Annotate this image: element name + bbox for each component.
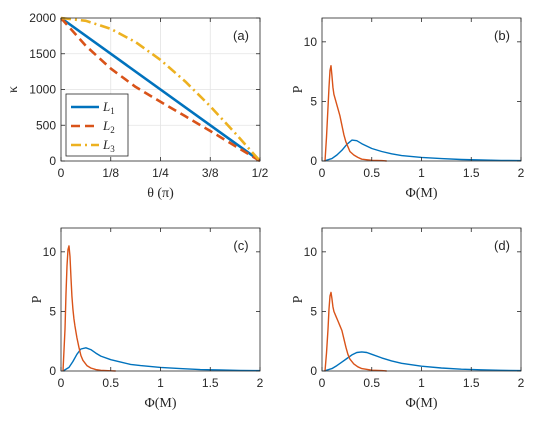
- x-axis-label: Φ(M): [144, 396, 176, 411]
- y-tick-label: 0: [310, 154, 317, 168]
- legend-label-L3: L3: [102, 137, 115, 154]
- x-axis-label: Φ(M): [405, 186, 437, 201]
- y-tick-label: 500: [36, 118, 56, 132]
- x-tick-label: 3/8: [202, 166, 219, 180]
- panel-label: (d): [494, 238, 510, 253]
- y-axis-label: P: [291, 85, 306, 93]
- y-axis-label: P: [291, 295, 306, 303]
- x-tick-label: 1: [157, 376, 164, 390]
- x-tick-label: 0: [58, 376, 65, 390]
- x-tick-label: 1.5: [463, 376, 480, 390]
- plot-area: [61, 228, 260, 371]
- y-tick-label: 2000: [29, 11, 56, 25]
- y-tick-label: 0: [310, 364, 317, 378]
- legend-letter: L: [102, 137, 110, 152]
- x-tick-label: 1.5: [202, 376, 219, 390]
- series-line-orange: [324, 291, 387, 372]
- x-axis-label: θ (π): [147, 186, 174, 201]
- x-tick-label: 2: [257, 376, 264, 390]
- x-tick-label: 1/2: [252, 166, 269, 180]
- legend-label-L2: L2: [102, 118, 115, 135]
- x-tick-label: 0.5: [363, 166, 380, 180]
- legend-subscript: 1: [110, 106, 115, 116]
- x-tick-label: 2: [518, 166, 525, 180]
- x-tick-label: 0.5: [363, 376, 380, 390]
- y-axis-label: P: [30, 295, 45, 303]
- y-tick-label: 5: [310, 304, 317, 318]
- chart-panel-b: 0 0.5 1 1.5 2 0 5 10 Φ(M) P (b): [291, 17, 525, 201]
- y-axis-label: κ: [6, 86, 21, 93]
- x-tick-label: 1.5: [463, 166, 480, 180]
- y-tick-label: 10: [304, 35, 318, 49]
- plot-area: [322, 18, 521, 161]
- plot-area: [322, 228, 521, 371]
- y-tick-label: 10: [43, 245, 57, 259]
- y-tick-label: 5: [310, 94, 317, 108]
- y-tick-label: 1000: [29, 83, 56, 97]
- series-line-L1: [60, 16, 261, 163]
- series-line-L2: [60, 17, 261, 163]
- legend-subscript: 2: [110, 125, 115, 135]
- x-tick-label: 0.5: [102, 376, 119, 390]
- series-line-orange: [62, 245, 116, 372]
- panel-label: (c): [233, 238, 248, 253]
- legend-letter: L: [102, 99, 110, 114]
- series-line-L3: [60, 16, 261, 162]
- series-line-blue: [323, 139, 522, 162]
- legend-label-L1: L1: [102, 99, 115, 116]
- chart-panel-d: 0 0.5 1 1.5 2 0 5 10 Φ(M) P (d): [291, 227, 525, 411]
- x-tick-label: 1/8: [102, 166, 119, 180]
- y-tick-label: 5: [49, 304, 56, 318]
- legend-subscript: 3: [110, 144, 115, 154]
- legend-letter: L: [102, 118, 110, 133]
- series-line-blue: [62, 347, 261, 372]
- y-tick-label: 10: [304, 245, 318, 259]
- series-line-orange: [324, 65, 387, 162]
- x-tick-label: 2: [518, 376, 525, 390]
- series-line-blue: [323, 351, 522, 372]
- x-tick-label: 0: [58, 166, 65, 180]
- x-tick-label: 1: [418, 376, 425, 390]
- x-tick-label: 0: [319, 376, 326, 390]
- x-tick-label: 0: [319, 166, 326, 180]
- x-axis-label: Φ(M): [405, 396, 437, 411]
- y-tick-label: 0: [49, 154, 56, 168]
- chart-panel-c: 0 0.5 1 1.5 2 0 5 10 Φ(M) P (c): [30, 227, 264, 411]
- panel-label: (a): [233, 28, 249, 43]
- x-tick-label: 1: [418, 166, 425, 180]
- y-tick-label: 1500: [29, 47, 56, 61]
- y-tick-label: 0: [49, 364, 56, 378]
- x-tick-label: 1/4: [152, 166, 169, 180]
- panel-label: (b): [494, 28, 510, 43]
